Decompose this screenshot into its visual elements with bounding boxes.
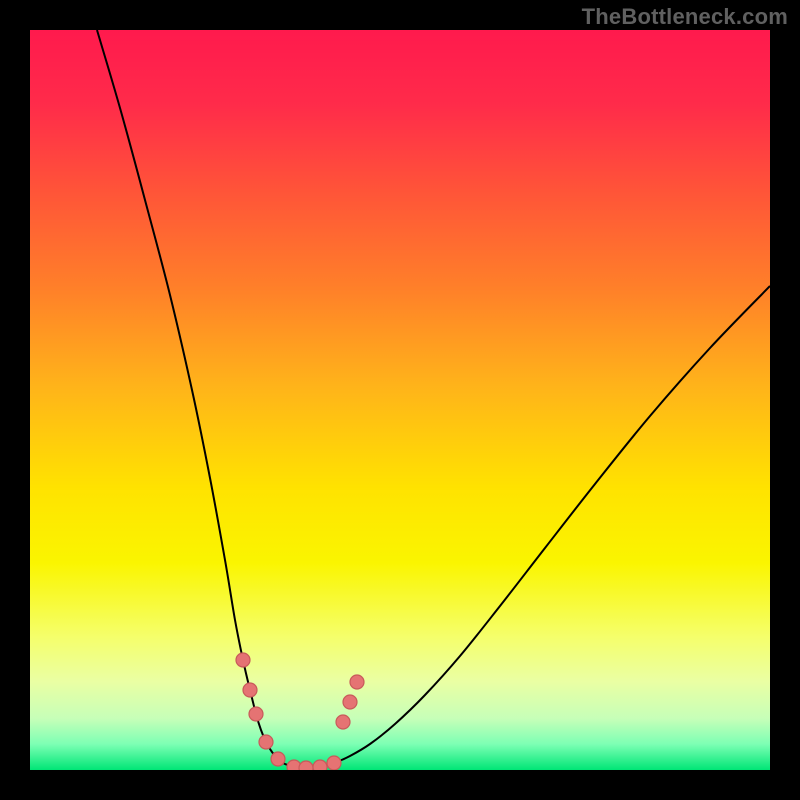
curve-marker xyxy=(327,756,341,770)
chart-stage: TheBottleneck.com xyxy=(0,0,800,800)
curve-marker xyxy=(350,675,364,689)
gradient-plot-area xyxy=(30,30,770,770)
watermark-text: TheBottleneck.com xyxy=(582,4,788,30)
curve-marker xyxy=(343,695,357,709)
curve-marker xyxy=(259,735,273,749)
curve-marker xyxy=(243,683,257,697)
curve-marker xyxy=(236,653,250,667)
curve-marker xyxy=(271,752,285,766)
curve-marker xyxy=(336,715,350,729)
curve-marker xyxy=(249,707,263,721)
chart-svg xyxy=(0,0,800,800)
